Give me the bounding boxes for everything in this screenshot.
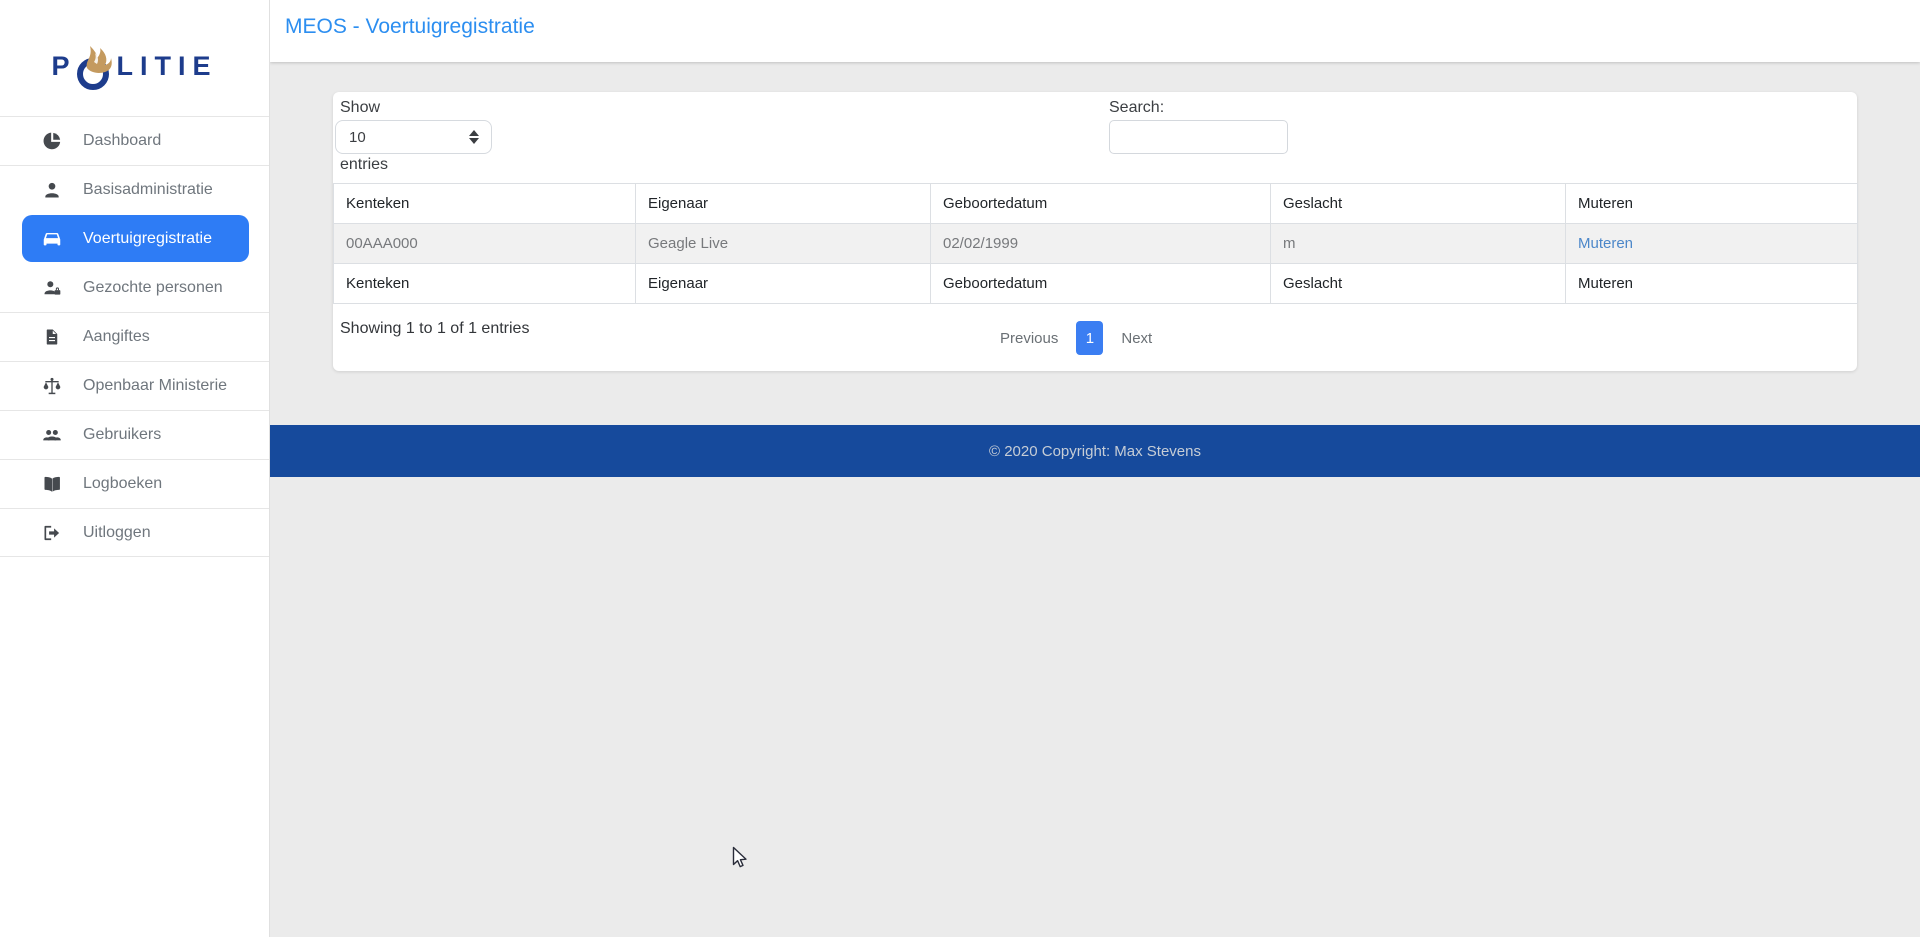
- entries-label: entries: [340, 156, 389, 173]
- car-icon: [41, 228, 63, 250]
- table-info: Showing 1 to 1 of 1 entries: [340, 320, 530, 337]
- sidebar-item-label: Openbaar Ministerie: [83, 377, 228, 394]
- pagination: Previous 1 Next: [988, 321, 1164, 355]
- select-arrows-icon: [469, 130, 479, 144]
- footer-muteren: Muteren: [1565, 263, 1858, 304]
- sidebar-item-label: Aangiftes: [83, 328, 150, 345]
- book-icon: [41, 473, 63, 495]
- logo-letter-p: P: [51, 50, 77, 81]
- politie-logo: P LITIE: [0, 34, 269, 98]
- sidebar-item-gezochte-personen[interactable]: Gezochte personen: [0, 263, 269, 312]
- logout-icon: [41, 522, 63, 544]
- sidebar-item-label: Logboeken: [83, 475, 163, 492]
- page-1-button[interactable]: 1: [1076, 321, 1104, 355]
- logo-letters-litie: LITIE: [116, 50, 218, 81]
- sidebar-item-openbaar-ministerie[interactable]: Openbaar Ministerie: [0, 361, 269, 410]
- sidebar-item-label: Voertuigregistratie: [83, 229, 212, 247]
- cell-muteren: Muteren: [1565, 223, 1858, 264]
- politie-flame-icon: [75, 38, 115, 94]
- main-content: Show 10 entries Search: Kenteken Eigenaa…: [270, 62, 1920, 937]
- show-label: Show: [340, 99, 381, 116]
- footer-eigenaar: Eigenaar: [635, 263, 931, 304]
- sidebar-item-label: Uitloggen: [83, 523, 151, 541]
- column-header-muteren[interactable]: Muteren: [1565, 183, 1858, 224]
- pie-chart-icon: [41, 130, 63, 152]
- vehicle-table-card: Show 10 entries Search: Kenteken Eigenaa…: [333, 92, 1858, 371]
- person-icon: [41, 179, 63, 201]
- footer-kenteken: Kenteken: [333, 263, 636, 304]
- sidebar: P LITIE Dashboard Basisadministratie: [0, 0, 270, 937]
- column-header-eigenaar[interactable]: Eigenaar: [635, 183, 931, 224]
- page-length-value: 10: [349, 128, 366, 146]
- footer-geboortedatum: Geboortedatum: [930, 263, 1271, 304]
- next-page-button[interactable]: Next: [1121, 329, 1153, 347]
- sidebar-item-aangiftes[interactable]: Aangiftes: [0, 312, 269, 361]
- sidebar-item-gebruikers[interactable]: Gebruikers: [0, 410, 269, 459]
- sidebar-item-basisadministratie[interactable]: Basisadministratie: [0, 165, 269, 214]
- sidebar-item-label: Gezochte personen: [83, 278, 223, 296]
- table-footer-row: Kenteken Eigenaar Geboortedatum Geslacht…: [333, 263, 1858, 304]
- scales-icon: [41, 375, 63, 397]
- page-header: MEOS - Voertuigregistratie: [270, 0, 1920, 62]
- copyright-footer: © 2020 Copyright: Max Stevens: [270, 425, 1920, 477]
- sidebar-item-dashboard[interactable]: Dashboard: [0, 116, 269, 165]
- sidebar-item-label: Gebruikers: [83, 426, 162, 443]
- sidebar-item-logboeken[interactable]: Logboeken: [0, 459, 269, 508]
- cell-geboortedatum: 02/02/1999: [930, 223, 1271, 264]
- table-header-row: Kenteken Eigenaar Geboortedatum Geslacht…: [333, 183, 1858, 224]
- column-header-geboortedatum[interactable]: Geboortedatum: [930, 183, 1271, 224]
- sidebar-item-uitloggen[interactable]: Uitloggen: [0, 508, 269, 557]
- table-row: 00AAA000 Geagle Live 02/02/1999 m Mutere…: [333, 223, 1858, 264]
- vehicles-table: Kenteken Eigenaar Geboortedatum Geslacht…: [333, 183, 1858, 304]
- cell-geslacht: m: [1270, 223, 1566, 264]
- cell-eigenaar: Geagle Live: [635, 223, 931, 264]
- search-input[interactable]: [1109, 120, 1288, 154]
- sidebar-item-label: Dashboard: [83, 132, 162, 149]
- column-header-geslacht[interactable]: Geslacht: [1270, 183, 1566, 224]
- cell-kenteken: 00AAA000: [333, 223, 636, 264]
- sidebar-item-label: Basisadministratie: [83, 181, 213, 198]
- copyright-text: © 2020 Copyright: Max Stevens: [989, 442, 1201, 460]
- previous-page-button[interactable]: Previous: [1000, 329, 1059, 347]
- sidebar-item-voertuigregistratie[interactable]: Voertuigregistratie: [0, 214, 269, 263]
- person-lock-icon: [41, 277, 63, 299]
- muteren-link[interactable]: Muteren: [1578, 235, 1634, 252]
- document-icon: [41, 326, 63, 348]
- sidebar-menu: Dashboard Basisadministratie Voertuigreg…: [0, 116, 269, 557]
- column-header-kenteken[interactable]: Kenteken: [333, 183, 636, 224]
- people-icon: [41, 424, 63, 446]
- page-title: MEOS - Voertuigregistratie: [285, 15, 535, 38]
- page-length-select[interactable]: 10: [335, 120, 492, 154]
- footer-geslacht: Geslacht: [1270, 263, 1566, 304]
- search-label: Search:: [1109, 99, 1165, 116]
